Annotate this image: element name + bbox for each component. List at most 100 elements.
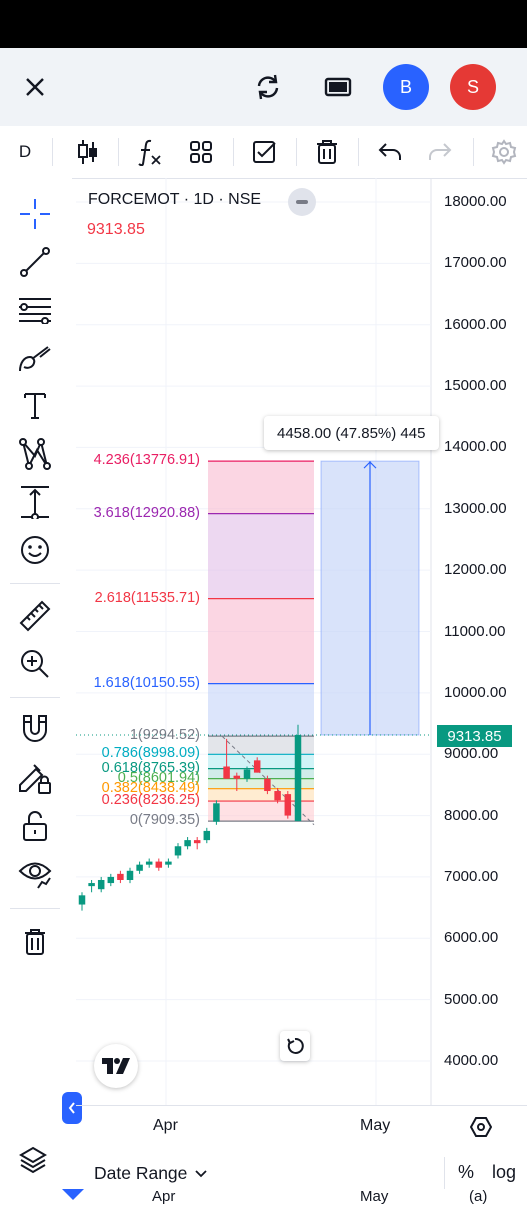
reset-chart-button[interactable] — [280, 1031, 310, 1061]
indicators-icon[interactable] — [132, 126, 168, 178]
price-tick: 8000.00 — [444, 806, 499, 824]
minus-icon — [296, 200, 308, 204]
price-tick: 9000.00 — [444, 745, 499, 763]
tradingview-logo[interactable] — [94, 1044, 138, 1088]
fib-zone — [208, 736, 314, 755]
percent-toggle[interactable]: % — [458, 1162, 475, 1182]
status-bar — [0, 0, 527, 48]
candle-body — [165, 861, 172, 865]
magnet-icon[interactable] — [13, 710, 57, 750]
candle-body — [284, 794, 292, 816]
partial-apr-label: Apr — [152, 1188, 176, 1205]
log-toggle[interactable]: log — [492, 1162, 517, 1182]
bottom-bar: Date Range % log Apr May (a) — [0, 1145, 527, 1205]
collapse-toolbar-button[interactable] — [62, 1092, 82, 1124]
legend-price: 9313.85 — [87, 221, 145, 238]
ruler-icon[interactable] — [13, 596, 57, 636]
trendline-icon[interactable] — [13, 242, 57, 282]
interval-button[interactable]: D — [10, 126, 40, 178]
candle-body — [107, 876, 115, 884]
symbol-legend[interactable]: FORCEMOT · 1D · NSE — [88, 191, 262, 208]
undo-icon[interactable] — [372, 126, 408, 178]
time-axis[interactable]: Apr May — [76, 1105, 527, 1146]
price-tick: 15000.00 — [444, 377, 507, 395]
chart-toolbar: D — [0, 126, 527, 179]
price-tick: 17000.00 — [444, 254, 507, 272]
brush-icon[interactable] — [13, 338, 57, 378]
price-tick: 6000.00 — [444, 929, 499, 947]
checkbox-icon[interactable] — [246, 126, 282, 178]
layout-icon[interactable] — [316, 66, 360, 108]
avatar-s-letter: S — [466, 76, 479, 97]
zoom-in-icon[interactable] — [13, 644, 57, 684]
layers-icon[interactable] — [18, 1145, 52, 1179]
fib-level-label: 2.618(11535.71) — [94, 589, 200, 606]
fib-zone — [208, 461, 314, 514]
avatar-b[interactable]: B — [383, 64, 429, 110]
fib-level-label: 0.618(8765.39) — [101, 759, 200, 776]
redo-icon[interactable] — [422, 126, 458, 178]
eye-icon[interactable] — [13, 854, 57, 894]
candle-body — [117, 873, 124, 880]
price-tick: 16000.00 — [444, 315, 507, 333]
fib-lines-icon[interactable] — [13, 290, 57, 330]
candle-body — [126, 870, 134, 880]
axis-settings-icon[interactable] — [468, 1114, 494, 1140]
chart-pane[interactable]: FORCEMOT · 1D · NSE 9313.85 18000.00 1700… — [76, 178, 527, 1105]
candle-body — [213, 803, 220, 822]
candle-body — [78, 895, 86, 905]
lock-draw-icon[interactable] — [13, 758, 57, 798]
date-range-button[interactable]: Date Range — [94, 1163, 208, 1184]
candle-body — [203, 830, 211, 841]
candle-body — [253, 760, 261, 773]
top-bar: B S — [0, 48, 527, 127]
measure-arrow-icon[interactable] — [13, 482, 57, 522]
trash-icon[interactable] — [309, 126, 345, 178]
fib-level-label: 0(7909.35) — [129, 812, 200, 829]
partial-auto-label: (a) — [469, 1188, 488, 1205]
refresh-icon[interactable] — [246, 66, 290, 108]
fib-level-label: 0.236(8236.25) — [101, 792, 200, 809]
fib-level-label: 3.618(12920.88) — [93, 504, 200, 521]
time-tick-may: May — [360, 1117, 391, 1134]
candle-body — [274, 791, 281, 801]
unlock-icon[interactable] — [13, 806, 57, 846]
fib-zone — [208, 598, 314, 684]
emoji-icon[interactable] — [13, 530, 57, 570]
last-price-tag: 9313.85 — [437, 725, 512, 747]
price-tick: 7000.00 — [444, 867, 499, 885]
price-tick: 5000.00 — [444, 990, 499, 1008]
candle-body — [243, 769, 251, 779]
candle-body — [97, 879, 105, 890]
candle-body — [88, 883, 95, 887]
pattern-icon[interactable] — [13, 434, 57, 474]
candle-body — [193, 840, 201, 844]
sheet-handle-icon[interactable] — [62, 1189, 84, 1200]
chevron-left-icon — [68, 1102, 75, 1114]
fib-zone — [208, 768, 314, 779]
partial-may-label: May — [360, 1188, 389, 1205]
text-icon[interactable] — [13, 386, 57, 426]
price-range-tooltip: 4458.00 (47.85%) 445 — [264, 416, 439, 450]
crosshair-icon[interactable] — [13, 194, 57, 234]
candle-body — [174, 846, 182, 856]
candles-icon[interactable] — [70, 126, 106, 178]
price-tick: 14000.00 — [444, 438, 507, 456]
settings-icon[interactable] — [486, 126, 522, 178]
price-tick: 12000.00 — [444, 561, 507, 579]
candle-body — [264, 778, 271, 792]
last-price-label: 9313.85 — [447, 727, 502, 745]
candle-body — [294, 734, 302, 822]
fib-zone — [208, 683, 314, 737]
remove-drawings-icon[interactable] — [13, 922, 57, 962]
collapse-legend-button[interactable] — [288, 188, 316, 216]
templates-icon[interactable] — [183, 126, 219, 178]
close-icon[interactable] — [16, 66, 54, 108]
candle-body — [184, 840, 191, 847]
candle-body — [223, 766, 230, 779]
fib-level-label: 1.618(10150.55) — [93, 674, 200, 691]
fib-zone — [208, 513, 314, 599]
time-tick-apr: Apr — [153, 1117, 178, 1134]
avatar-s[interactable]: S — [450, 64, 496, 110]
fib-level-label: 0.5(8601.94) — [117, 769, 200, 786]
